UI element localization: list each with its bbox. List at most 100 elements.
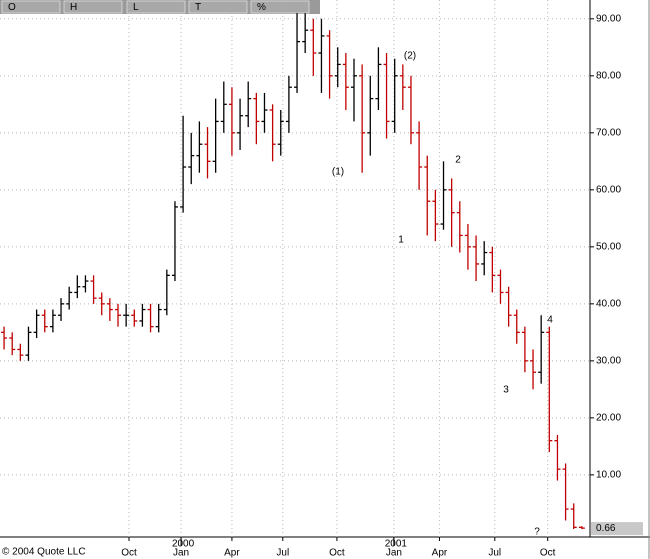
ohlc-bar (25, 326, 32, 361)
y-tick-label: 10.00 (596, 470, 621, 481)
ohlc-bar (74, 275, 81, 299)
toolbar-label: % (257, 2, 266, 13)
ohlc-bar (367, 75, 374, 156)
y-tick-label: 30.00 (596, 355, 621, 366)
ohlc-bar (310, 18, 317, 76)
ohlc-bar (440, 161, 447, 230)
ohlc-bar (489, 246, 496, 293)
ohlc-bar (513, 309, 520, 344)
y-tick-label: 40.00 (596, 298, 621, 309)
ohlc-bar (58, 298, 65, 321)
x-tick-label: Oct (329, 548, 345, 559)
ohlc-bar (318, 18, 325, 93)
ohlc-bar (342, 53, 349, 111)
ohlc-bar (49, 309, 56, 333)
ohlc-bar (115, 303, 121, 327)
ohlc-bar (473, 235, 480, 282)
ohlc-bar (375, 47, 382, 111)
ohlc-bar (171, 201, 178, 282)
last-price-box (591, 522, 643, 536)
ohlc-bar (204, 127, 211, 179)
annotation: (2) (404, 51, 416, 62)
ohlc-bar (180, 115, 187, 213)
y-tick-label: 50.00 (596, 241, 621, 252)
annotation: 1 (398, 235, 404, 246)
ohlc-bar (530, 349, 537, 390)
ohlc-bar (1, 326, 8, 350)
annotation: (1) (332, 167, 344, 178)
toolbar-button[interactable] (250, 0, 310, 14)
ohlc-bar (106, 298, 113, 321)
ohlc-bar (237, 98, 244, 150)
year-label: 2000 (172, 539, 195, 550)
x-tick-label: Oct (121, 548, 137, 559)
y-tick-label: 20.00 (596, 412, 621, 423)
ohlc-bar (538, 315, 545, 384)
toolbar-button[interactable] (63, 0, 123, 14)
ohlc-bar (424, 155, 431, 236)
annotation: ? (534, 527, 540, 538)
ohlc-bar (33, 309, 40, 339)
ohlc-bar (464, 224, 471, 270)
ohlc-bar (334, 47, 341, 88)
ohlc-bar (302, 13, 309, 54)
ohlc-bar (245, 81, 252, 128)
ohlc-bar (546, 326, 553, 453)
ohlc-bar (570, 503, 577, 530)
ohlc-bar (399, 64, 406, 111)
toolbar-label: O (8, 2, 16, 13)
ohlc-bar (326, 30, 333, 99)
ohlc-bar (505, 286, 512, 327)
x-tick-label: Jan (173, 548, 189, 559)
y-tick-label: 80.00 (596, 70, 621, 81)
copyright: © 2004 Quote LLC (2, 547, 86, 558)
ohlc-bar (17, 343, 24, 361)
ohlc-bar (359, 64, 366, 173)
ohlc-bar (196, 121, 203, 173)
ohlc-bar (285, 75, 292, 133)
ohlc-bar (82, 275, 89, 293)
x-tick-label: Jul (488, 548, 501, 559)
ohlc-bar (481, 241, 488, 276)
ohlc-bar (578, 526, 585, 530)
ohlc-bar (407, 75, 414, 145)
ohlc-bar (351, 58, 357, 122)
ohlc-bar (139, 303, 146, 327)
x-tick-label: Oct (540, 548, 556, 559)
annotation: 4 (547, 315, 553, 326)
ohlc-bar (253, 92, 260, 145)
ohlc-bar (448, 178, 455, 247)
ohlc-bar (497, 269, 504, 304)
ohlc-bar (432, 189, 439, 242)
toolbar-label: T (195, 2, 201, 13)
x-tick-label: Jul (276, 548, 289, 559)
toolbar-label: H (70, 2, 77, 13)
ohlc-bar (456, 201, 463, 253)
ohlc-bar (562, 463, 569, 521)
toolbar-button[interactable] (126, 0, 186, 14)
ohlc-bar (220, 81, 227, 133)
ohlc-bar (98, 292, 105, 316)
toolbar-button[interactable] (188, 0, 248, 14)
x-tick-label: Apr (224, 548, 240, 559)
ohlc-bar (261, 92, 268, 133)
ohlc-bar (9, 332, 16, 356)
ohlc-bar (554, 434, 561, 481)
ohlc-bar (269, 104, 276, 162)
toolbar-button[interactable] (1, 0, 61, 14)
ohlc-bar (212, 98, 219, 173)
ohlc-bar (123, 303, 130, 327)
ohlc-bar (90, 275, 97, 304)
ohlc-bar (228, 87, 235, 156)
y-tick-label: 60.00 (596, 184, 621, 195)
ohlc-bar (391, 58, 398, 133)
annotation: 3 (503, 385, 509, 396)
ohlc-bar (147, 303, 154, 333)
last-price-label: 0.66 (596, 523, 616, 534)
ohlc-bar (521, 326, 528, 373)
year-label: 2001 (385, 539, 408, 550)
ohlc-bar (416, 121, 423, 190)
y-tick-label: 70.00 (596, 127, 621, 138)
